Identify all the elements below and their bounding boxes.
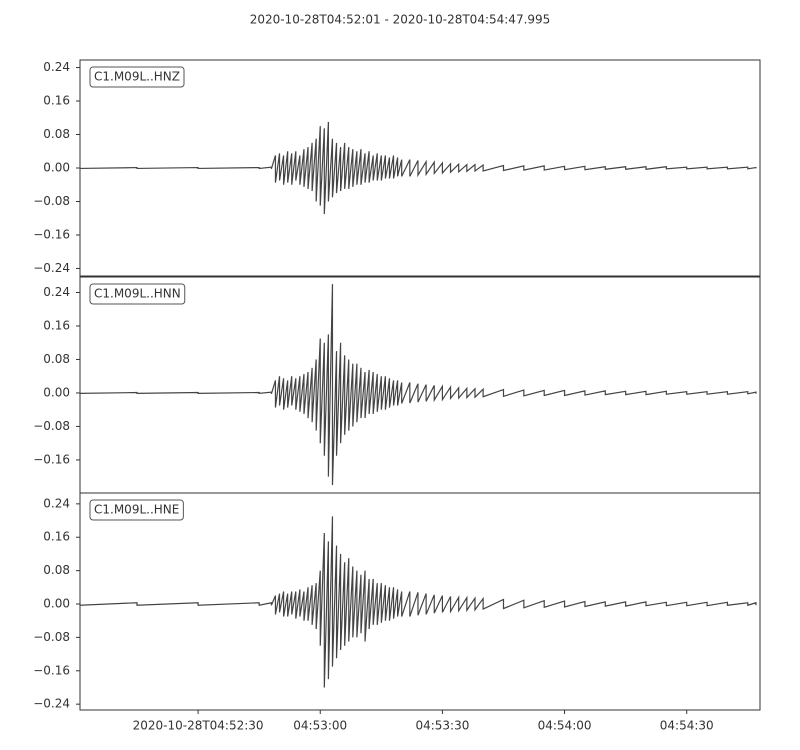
chart-title: 2020-10-28T04:52:01 - 2020-10-28T04:54:4… (250, 13, 551, 27)
y-tick-label: 0.08 (43, 127, 70, 141)
y-tick-label: 0.16 (43, 94, 70, 108)
y-tick-label: −0.16 (33, 227, 70, 241)
y-tick-label: 0.16 (43, 530, 70, 544)
y-tick-label: −0.08 (33, 419, 70, 433)
y-tick-label: 0.00 (43, 161, 70, 175)
y-tick-label: −0.24 (33, 261, 70, 275)
waveform (79, 121, 757, 215)
y-tick-label: −0.08 (33, 630, 70, 644)
trace-label: C1.M09L..HNE (94, 503, 179, 517)
y-tick-label: 0.00 (43, 385, 70, 399)
panel-frame (79, 492, 761, 711)
trace-label: C1.M09L..HNZ (94, 70, 180, 84)
y-tick-label: 0.16 (43, 318, 70, 332)
y-tick-label: 0.08 (43, 352, 70, 366)
trace-label-box (89, 66, 185, 88)
y-tick-label: 0.24 (43, 496, 70, 510)
trace-label: C1.M09L..HNN (94, 287, 181, 301)
panel-frame (79, 276, 761, 494)
y-tick-label: 0.24 (43, 60, 70, 74)
x-tick-label: 04:54:30 (660, 719, 714, 733)
y-tick-label: 0.00 (43, 597, 70, 611)
y-tick-label: −0.08 (33, 194, 70, 208)
waveform (79, 284, 757, 486)
waveform (79, 516, 757, 688)
y-tick-label: −0.16 (33, 663, 70, 677)
trace-label-box (89, 283, 186, 305)
x-tick-label: 04:53:00 (293, 719, 347, 733)
y-tick-label: −0.24 (33, 697, 70, 711)
y-tick-label: −0.16 (33, 452, 70, 466)
y-tick-label: 0.24 (43, 285, 70, 299)
x-tick-label: 04:54:00 (538, 719, 592, 733)
x-tick-label: 2020-10-28T04:52:30 (133, 719, 264, 733)
x-tick-label: 04:53:30 (415, 719, 469, 733)
y-tick-label: 0.08 (43, 563, 70, 577)
trace-label-box (89, 499, 184, 521)
